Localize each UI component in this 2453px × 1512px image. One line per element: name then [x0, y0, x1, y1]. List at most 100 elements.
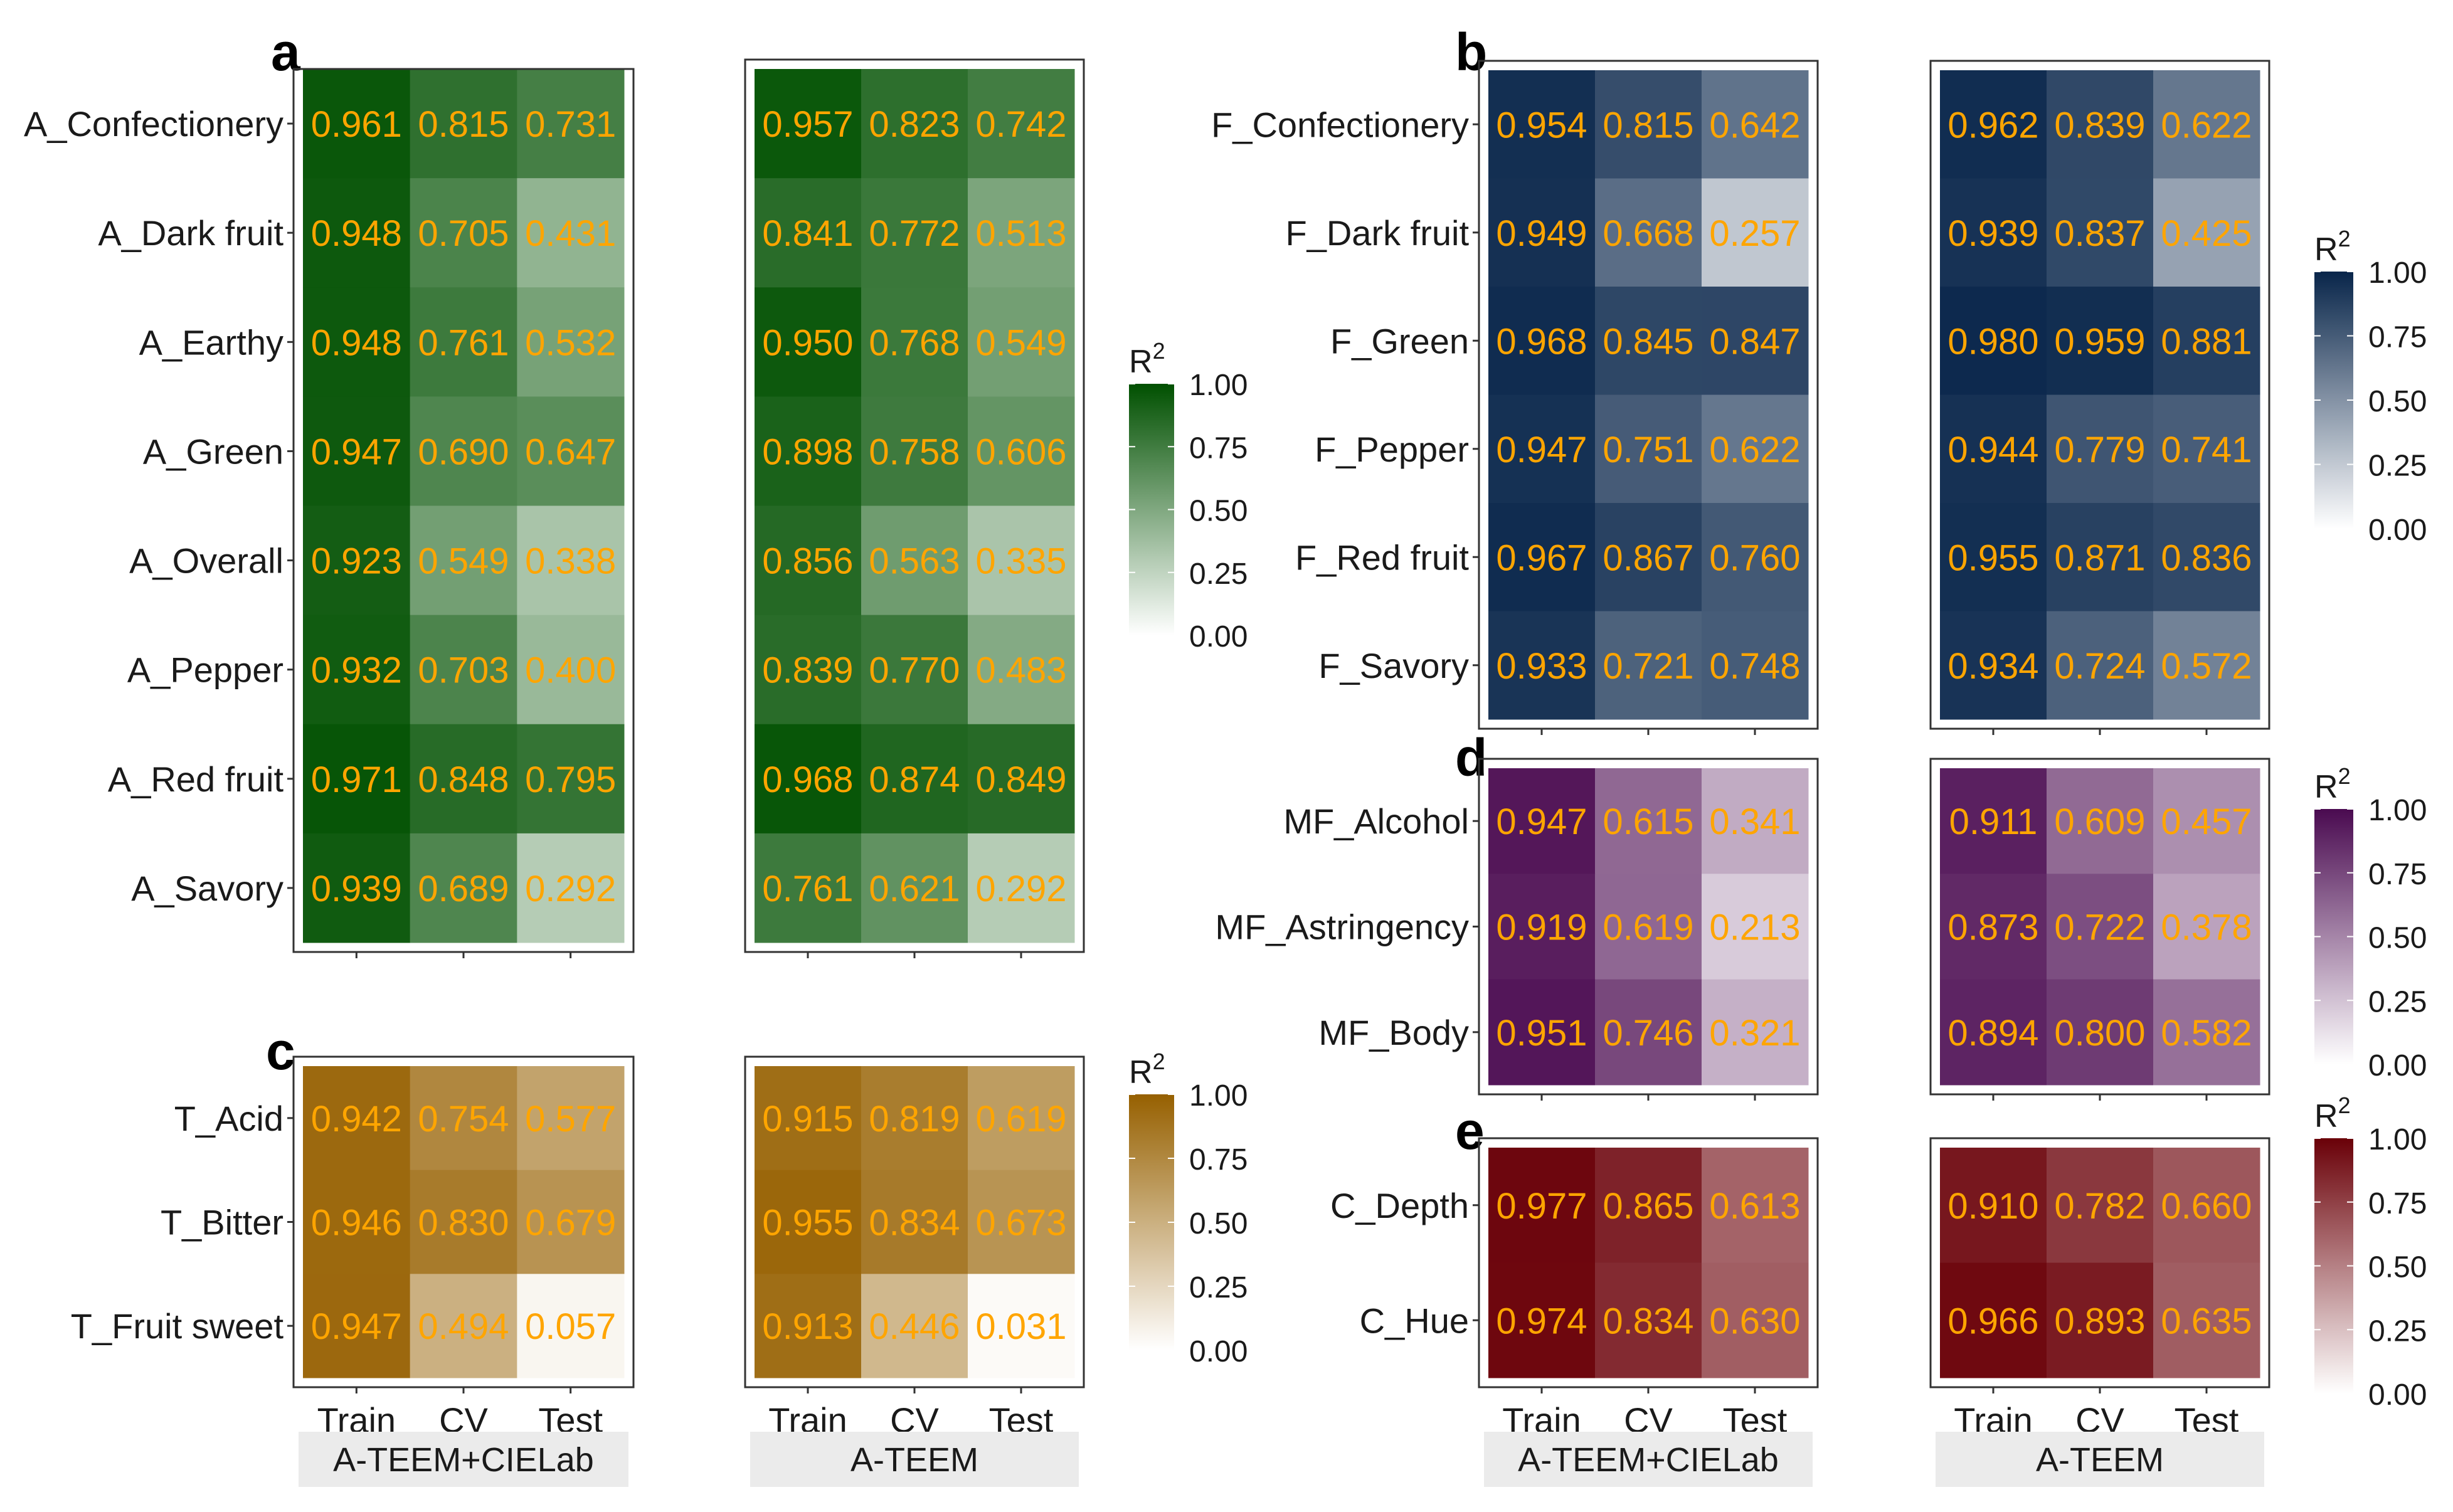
cell-value-label: 0.647: [525, 431, 616, 472]
heat-cell: [1488, 874, 1596, 980]
legend-c: R2 1.00 0.75 0.50 0.25 0.00: [1129, 1049, 1248, 1368]
cell-value-label: 0.731: [525, 104, 616, 145]
heat-cell: [968, 287, 1075, 397]
cell-value-label: 0.934: [1947, 646, 2038, 687]
heat-cell: [2047, 70, 2154, 179]
heat-cell: [1595, 611, 1702, 720]
heat-cell: [2153, 979, 2260, 1086]
heat-cell: [1595, 1148, 1702, 1263]
heat-cell: [861, 615, 968, 725]
cell-value-label: 0.378: [2161, 907, 2252, 948]
heat-cell: [861, 287, 968, 397]
heat-cell: [1940, 768, 2047, 874]
cell-value-label: 0.722: [2054, 907, 2145, 948]
cell-value-label: 0.606: [975, 431, 1066, 472]
cell-value-label: 0.751: [1603, 430, 1693, 470]
heat-cell: [968, 1066, 1075, 1171]
cell-value-label: 0.615: [1603, 801, 1693, 842]
cell-value-label: 0.849: [975, 759, 1066, 800]
heat-cell: [1940, 874, 2047, 980]
cell-value-label: 0.772: [869, 213, 960, 254]
heat-cell: [2153, 503, 2260, 611]
cell-value-label: 0.800: [2054, 1013, 2145, 1054]
colorbar: [2314, 1138, 2353, 1393]
cell-value-label: 0.915: [762, 1099, 853, 1139]
cell-value-label: 0.939: [1947, 213, 2038, 254]
heat-cell: [861, 724, 968, 834]
cell-value-label: 0.549: [975, 322, 1066, 363]
cell-value-label: 0.967: [1496, 537, 1587, 578]
facet-strip: [750, 1432, 1079, 1487]
heat-cell: [861, 178, 968, 288]
heat-cell: [303, 69, 411, 179]
cell-value-label: 0.947: [1496, 430, 1587, 470]
cell-value-label: 0.968: [762, 759, 853, 800]
y-tick-label: T_Bitter: [161, 1203, 283, 1242]
y-tick-label: F_Green: [1330, 321, 1469, 361]
heat-cell: [968, 1274, 1075, 1378]
cell-value-label: 0.856: [762, 541, 853, 582]
facet-d-a-teem-cielab: 0.947 0.615 0.341 0.919 0.619 0.213 0.951 0.746…: [1215, 758, 1819, 1101]
heat-cell: [2153, 394, 2260, 504]
heat-cell: [1595, 874, 1702, 980]
cell-value-label: 0.873: [1947, 907, 2038, 948]
legend-tick-label: 0.50: [2368, 385, 2427, 418]
heat-cell: [1702, 394, 1809, 504]
cell-value-label: 0.760: [1709, 537, 1800, 578]
heat-cell: [303, 833, 411, 943]
legend-tick-label: 1.00: [2368, 794, 2427, 827]
heat-cell: [861, 396, 968, 506]
heat-cell: [303, 1274, 411, 1378]
cell-value-label: 0.955: [1947, 537, 2038, 578]
heat-cell: [755, 615, 862, 725]
y-tick-label: MF_Body: [1318, 1013, 1469, 1052]
cell-value-label: 0.947: [311, 431, 402, 472]
heat-cell: [303, 724, 411, 834]
cell-value-label: 0.898: [762, 431, 853, 472]
cell-value-label: 0.457: [2161, 801, 2252, 842]
cell-value-label: 0.619: [1603, 907, 1693, 948]
facet-a-a-teem: 0.957 0.823 0.742 0.841 0.772 0.513 0.950 0.768…: [744, 58, 1085, 958]
panel-a: a0.961 0.815 0.731 0.948 0.705 0.431 0.948 0.76…: [24, 23, 1248, 958]
heat-cell: [968, 69, 1075, 179]
legend-tick-label: 1.00: [1189, 369, 1248, 402]
cell-value-label: 0.865: [1603, 1186, 1693, 1227]
heat-cell: [2153, 287, 2260, 395]
heat-cell: [1488, 979, 1596, 1086]
heat-cell: [1940, 287, 2047, 395]
facet-strip: [299, 1432, 628, 1487]
heat-cell: [1595, 178, 1702, 287]
cell-value-label: 0.839: [2054, 105, 2145, 145]
cell-value-label: 0.338: [525, 541, 616, 582]
heat-cell: [1595, 1262, 1702, 1378]
cell-value-label: 0.742: [975, 104, 1066, 145]
cell-value-label: 0.955: [762, 1203, 853, 1244]
heat-cell: [755, 1274, 862, 1378]
legend-tick-label: 0.25: [1189, 558, 1248, 591]
y-tick-label: F_Red fruit: [1295, 537, 1469, 577]
cell-value-label: 0.768: [869, 322, 960, 363]
heat-cell: [303, 1066, 411, 1171]
heat-cell: [968, 505, 1075, 616]
cell-value-label: 0.951: [1496, 1013, 1587, 1054]
cell-value-label: 0.619: [975, 1099, 1066, 1139]
cell-value-label: 0.782: [2054, 1186, 2145, 1227]
y-tick-label: A_Green: [143, 431, 283, 471]
heat-cell: [861, 1170, 968, 1274]
y-tick-label: MF_Astringency: [1215, 907, 1469, 947]
legend-d: R2 1.00 0.75 0.50 0.25 0.00: [2314, 763, 2427, 1082]
facet-strip-label: A-TEEM+CIELab: [1518, 1441, 1779, 1479]
cell-value-label: 0.754: [418, 1099, 509, 1139]
cell-value-label: 0.837: [2054, 213, 2145, 254]
colorbar: [2314, 809, 2353, 1064]
cell-value-label: 0.911: [1949, 801, 2038, 842]
legend-tick-label: 0.00: [1189, 620, 1248, 653]
cell-value-label: 0.841: [762, 213, 853, 254]
heat-cell: [410, 505, 517, 616]
legend-tick-label: 0.50: [1189, 1207, 1248, 1240]
legend-tick-label: 0.75: [2368, 858, 2427, 891]
cell-value-label: 0.950: [762, 322, 853, 363]
heat-cell: [410, 724, 517, 834]
legend-a: R2 1.00 0.75 0.50 0.25 0.00: [1129, 338, 1248, 653]
heat-cell: [2047, 1148, 2154, 1263]
